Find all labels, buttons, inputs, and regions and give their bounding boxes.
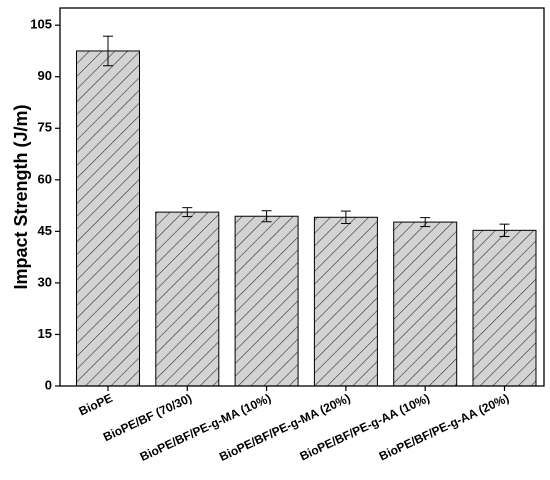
y-tick-label: 0	[45, 377, 52, 392]
x-tick-label: BioPE	[77, 391, 115, 419]
error-bar	[499, 223, 510, 238]
bar	[313, 216, 378, 387]
bar	[234, 215, 299, 387]
error-bar	[182, 207, 193, 218]
bar	[155, 211, 220, 387]
error-bar	[340, 210, 351, 224]
y-tick-label: 105	[30, 17, 52, 32]
y-tick-label: 90	[38, 68, 52, 83]
y-tick-label: 45	[38, 223, 52, 238]
y-tick-label: 75	[38, 120, 52, 135]
x-tick-label: BioPE/BF/PE-g-AA (20%)	[377, 391, 511, 464]
plot-frame	[59, 7, 545, 387]
bar	[393, 221, 458, 387]
bar	[472, 229, 537, 387]
bar	[76, 50, 140, 387]
y-axis-label: Impact Strength (J/m)	[11, 104, 31, 289]
x-tick-label: BioPE/BF/PE-g-MA (20%)	[217, 391, 352, 464]
y-tick-label: 15	[38, 326, 52, 341]
y-tick-label: 30	[38, 274, 52, 289]
error-bar	[420, 217, 431, 228]
error-bar	[103, 35, 113, 67]
y-tick-label: 60	[38, 171, 52, 186]
error-bar	[261, 210, 272, 223]
x-tick-label: BioPE/BF/PE-g-AA (10%)	[298, 391, 432, 464]
x-tick-label: BioPE/BF/PE-g-MA (10%)	[138, 391, 273, 464]
